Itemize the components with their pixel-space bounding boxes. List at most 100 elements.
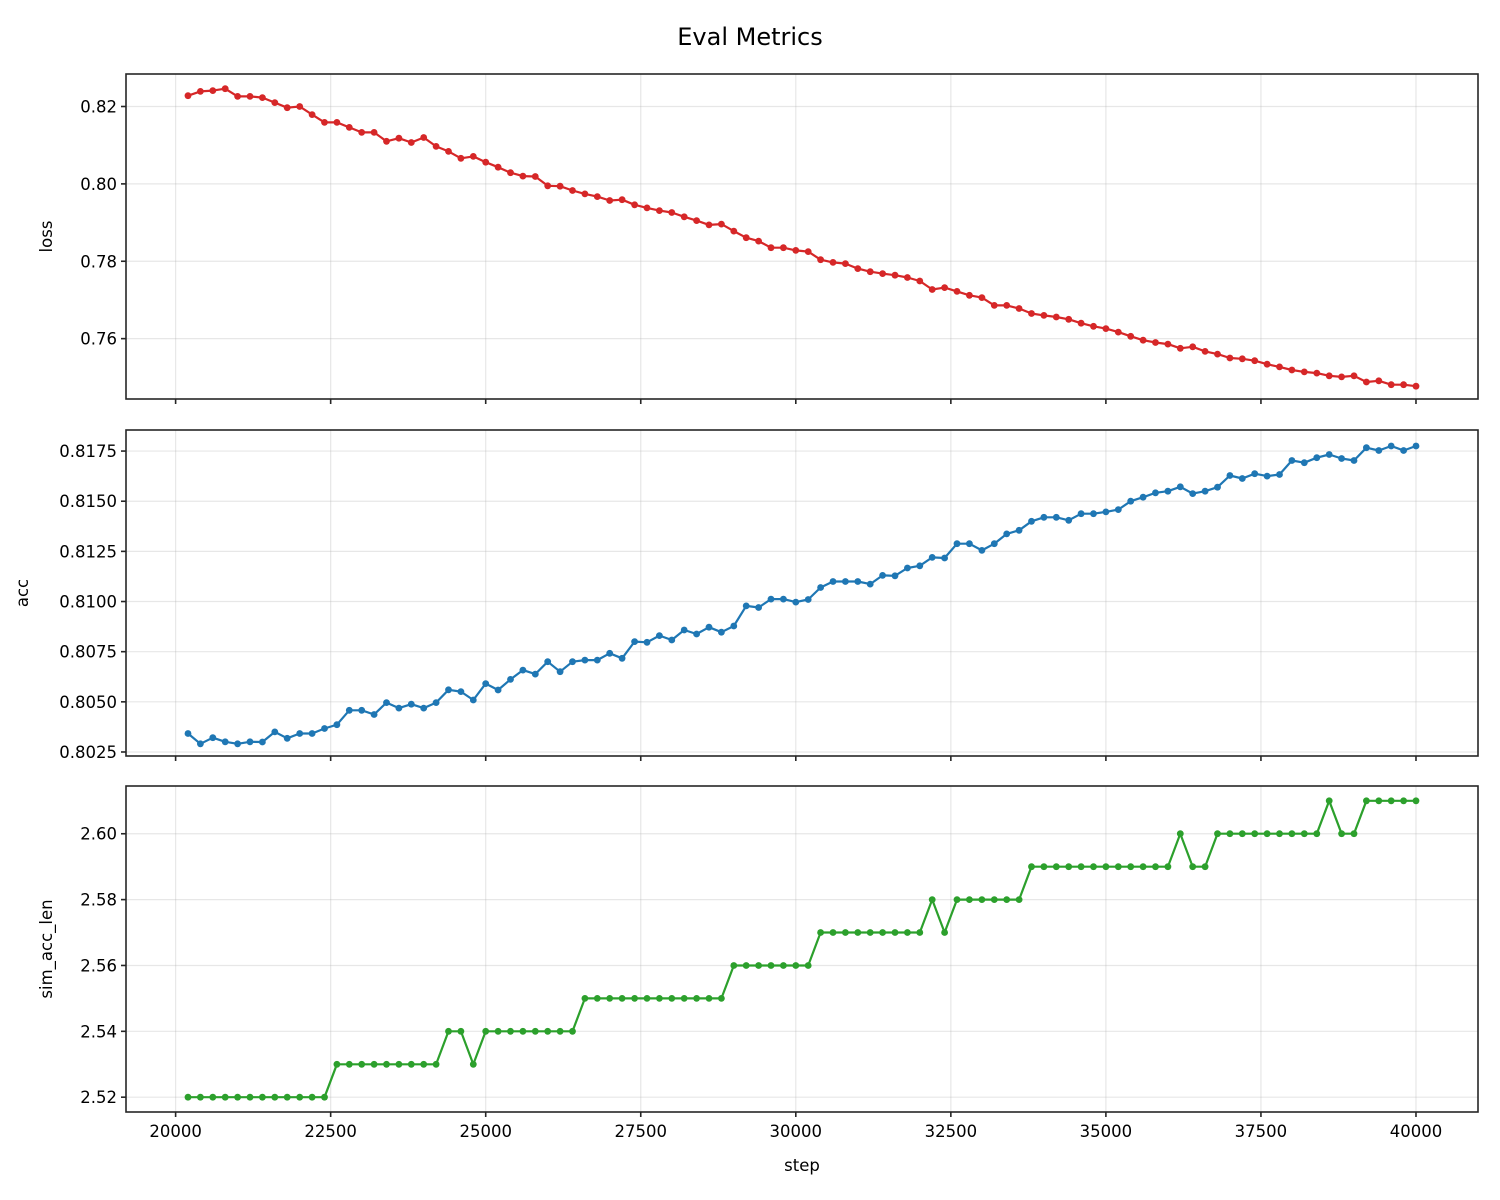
data-point-marker xyxy=(184,92,192,100)
data-point-marker xyxy=(680,213,688,221)
data-point-marker xyxy=(209,87,217,94)
data-point-marker xyxy=(1102,508,1110,516)
data-point-marker xyxy=(1400,447,1407,454)
data-point-marker xyxy=(1313,454,1321,462)
data-point-marker xyxy=(1040,312,1048,319)
y-tick-label: 0.82 xyxy=(80,98,117,117)
data-point-marker xyxy=(879,270,886,277)
data-point-marker xyxy=(990,302,998,309)
data-point-marker xyxy=(395,134,403,142)
y-tick-label: 0.8100 xyxy=(59,593,117,612)
data-point-marker xyxy=(1189,343,1197,351)
data-point-marker xyxy=(1288,830,1296,838)
data-point-marker xyxy=(928,896,936,903)
data-point-marker xyxy=(482,1027,490,1035)
data-point-marker xyxy=(1028,863,1035,871)
data-point-marker xyxy=(829,929,837,936)
data-point-marker xyxy=(445,1027,452,1035)
data-point-marker xyxy=(358,129,366,136)
data-point-marker xyxy=(705,221,713,229)
data-point-marker xyxy=(259,738,266,746)
data-point-marker xyxy=(718,995,725,1002)
data-point-marker xyxy=(606,197,614,204)
data-point-marker xyxy=(990,540,998,548)
data-point-marker xyxy=(1300,459,1308,467)
data-point-marker xyxy=(246,1093,254,1101)
data-point-marker xyxy=(259,94,266,101)
x-axis-label: step xyxy=(784,1156,820,1175)
data-point-marker xyxy=(296,1093,304,1101)
data-point-marker xyxy=(234,93,242,100)
data-point-marker xyxy=(1325,451,1333,458)
data-point-marker xyxy=(928,554,936,561)
data-point-marker xyxy=(978,896,986,903)
data-point-marker xyxy=(345,1060,353,1068)
data-point-marker xyxy=(1214,350,1221,358)
data-point-marker xyxy=(197,1093,204,1101)
data-point-marker xyxy=(668,209,676,216)
data-point-marker xyxy=(556,182,564,190)
data-point-marker xyxy=(1015,896,1023,903)
data-point-marker xyxy=(432,143,440,150)
data-point-marker xyxy=(184,730,192,737)
data-point-marker xyxy=(544,658,552,666)
sim-acc-len-y-axis-label: sim_acc_len xyxy=(37,899,57,998)
data-point-marker xyxy=(718,220,725,228)
data-point-marker xyxy=(953,540,961,548)
figure-title: Eval Metrics xyxy=(677,23,823,51)
data-point-marker xyxy=(308,1093,316,1101)
data-point-marker xyxy=(631,638,638,645)
data-point-marker xyxy=(656,995,663,1002)
x-tick-label: 27500 xyxy=(615,1122,668,1141)
data-point-marker xyxy=(804,248,812,256)
data-point-marker xyxy=(904,929,911,936)
data-point-marker xyxy=(395,704,403,712)
data-point-marker xyxy=(1325,372,1333,380)
data-point-marker xyxy=(854,265,862,272)
data-point-marker xyxy=(1003,896,1011,903)
data-point-marker xyxy=(928,286,936,293)
data-point-marker xyxy=(668,636,676,644)
data-point-marker xyxy=(941,554,948,562)
data-point-marker xyxy=(1214,830,1221,838)
data-point-marker xyxy=(1127,497,1135,505)
sim-acc-len-markers xyxy=(184,797,1420,1101)
acc-series-line xyxy=(187,444,1417,745)
data-point-marker xyxy=(705,623,713,631)
data-point-marker xyxy=(842,578,849,585)
data-point-marker xyxy=(668,995,676,1002)
y-tick-label: 0.78 xyxy=(80,252,117,271)
data-point-marker xyxy=(420,1060,428,1068)
data-point-marker xyxy=(780,244,787,252)
data-point-marker xyxy=(283,104,291,112)
data-point-marker xyxy=(680,995,688,1002)
data-point-marker xyxy=(1003,302,1011,309)
data-point-marker xyxy=(432,1060,440,1068)
x-tick-label: 35000 xyxy=(1080,1122,1133,1141)
data-point-marker xyxy=(1139,493,1147,501)
y-tick-label: 0.8125 xyxy=(59,542,117,561)
data-point-marker xyxy=(1164,340,1172,348)
data-point-marker xyxy=(1164,487,1172,495)
data-point-marker xyxy=(854,929,862,936)
data-point-marker xyxy=(1263,830,1271,838)
data-point-marker xyxy=(395,1060,403,1068)
data-point-marker xyxy=(618,995,626,1002)
data-point-marker xyxy=(209,1093,217,1101)
data-point-marker xyxy=(221,738,229,746)
data-point-marker xyxy=(1238,830,1246,838)
data-point-marker xyxy=(1238,355,1246,363)
data-point-marker xyxy=(1363,797,1370,805)
data-point-marker xyxy=(1288,366,1296,374)
data-point-marker xyxy=(1077,863,1085,871)
data-point-marker xyxy=(593,656,601,664)
data-point-marker xyxy=(693,630,700,638)
data-point-marker xyxy=(383,699,390,706)
data-point-marker xyxy=(197,740,204,748)
data-point-marker xyxy=(953,896,961,903)
data-point-marker xyxy=(1387,797,1395,805)
x-tick-label: 40000 xyxy=(1390,1122,1443,1141)
data-point-marker xyxy=(333,119,341,126)
data-point-marker xyxy=(494,1027,502,1035)
